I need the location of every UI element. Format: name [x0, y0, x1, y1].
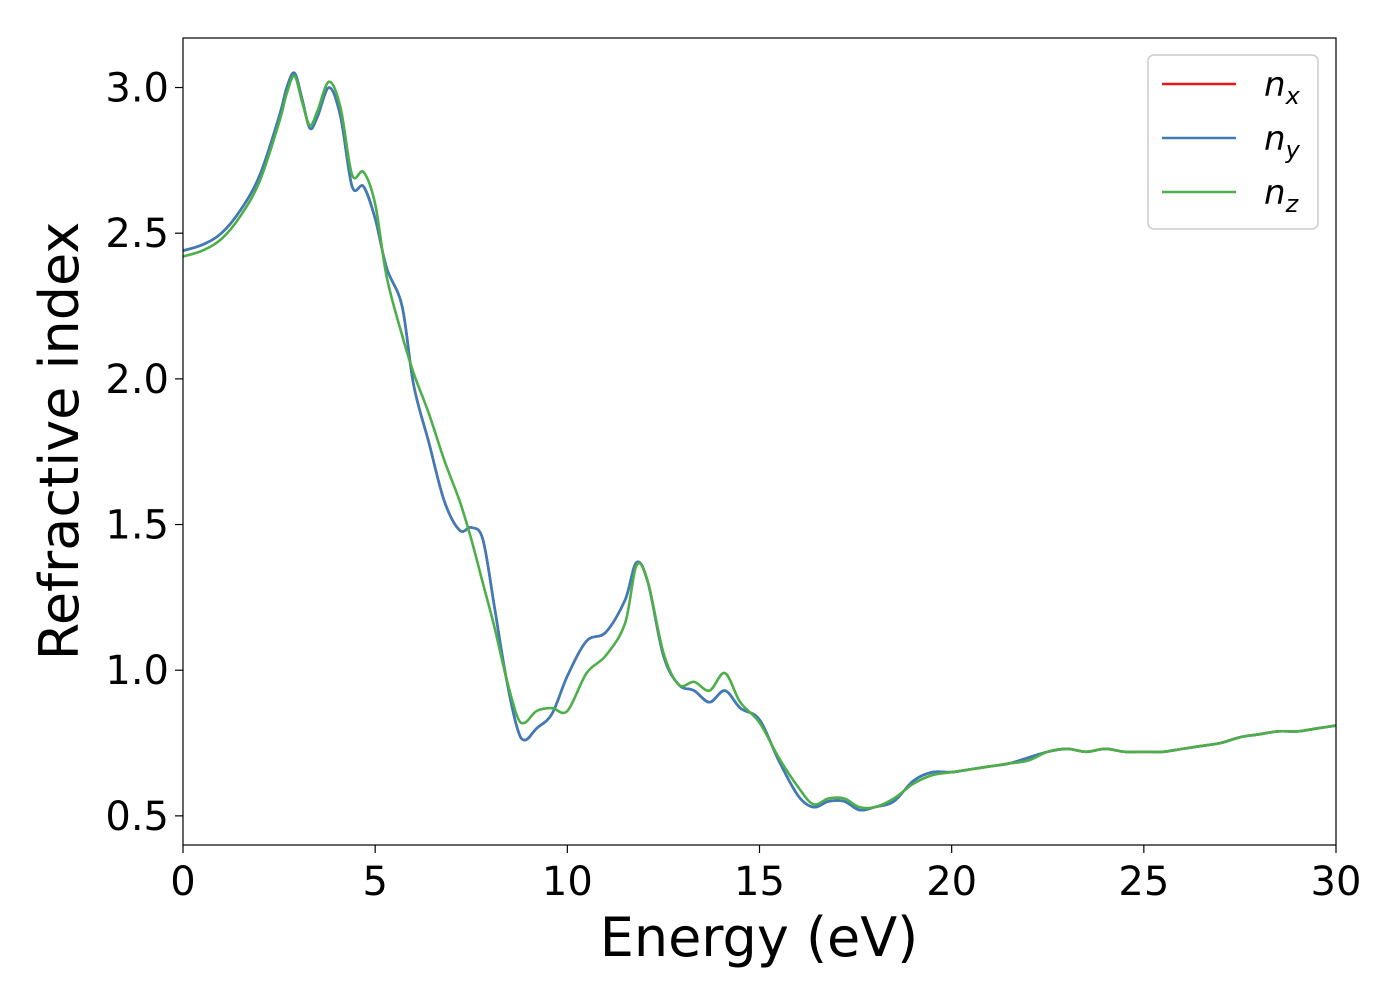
y-tick-label: 2.5: [105, 211, 169, 257]
x-tick-label: 25: [1118, 859, 1169, 905]
y-axis-ticks: 0.5 1.0 1.5 2.0 2.5 3.0: [105, 66, 183, 840]
legend-box: [1147, 54, 1319, 230]
x-axis-label: Energy (eV): [600, 906, 919, 969]
series-layer: [182, 71, 1337, 812]
x-tick-label: 30: [1311, 859, 1362, 905]
x-tick-label: 0: [170, 859, 195, 905]
y-tick-label: 1.5: [105, 503, 169, 549]
x-tick-label: 15: [734, 859, 785, 905]
y-axis-label: Refractive index: [28, 222, 91, 661]
x-tick-label: 5: [362, 859, 387, 905]
x-tick-label: 10: [542, 859, 593, 905]
y-tick-label: 2.0: [105, 357, 169, 403]
y-tick-label: 0.5: [105, 794, 169, 840]
x-tick-label: 20: [926, 859, 977, 905]
y-tick-label: 3.0: [105, 66, 169, 112]
series-line-n-z: [182, 74, 1337, 810]
y-tick-label: 1.0: [105, 648, 169, 694]
x-axis-ticks: 0 5 10 15 20 25 30: [170, 845, 1361, 905]
